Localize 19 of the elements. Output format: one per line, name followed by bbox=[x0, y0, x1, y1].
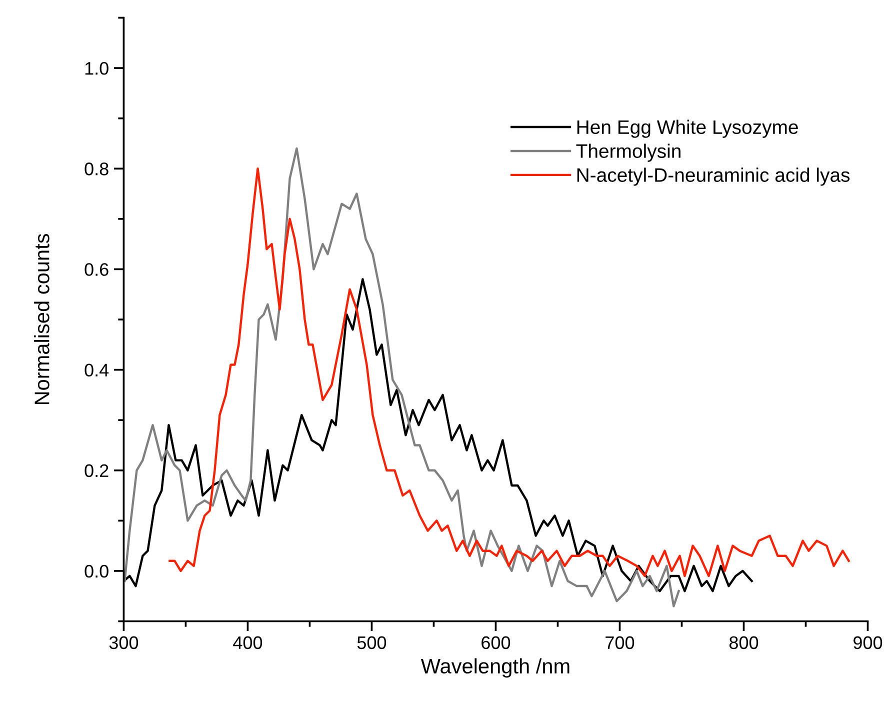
x-tick-label: 900 bbox=[854, 636, 882, 650]
y-tick-label: 1.0 bbox=[85, 62, 108, 75]
x-tick-label: 600 bbox=[482, 636, 510, 650]
y-tick-label: 0.6 bbox=[84, 263, 108, 276]
x-tick-label: 500 bbox=[357, 636, 386, 650]
x-tick-label: 300 bbox=[109, 636, 138, 650]
y-tick-label: 0.0 bbox=[84, 564, 108, 578]
legend-label: Thermolysin bbox=[576, 144, 680, 162]
y-tick-label: 0.2 bbox=[84, 464, 108, 478]
x-tick-label: 800 bbox=[729, 636, 758, 650]
y-tick-label: 0.4 bbox=[84, 364, 109, 377]
x-tick-label: 700 bbox=[606, 636, 634, 650]
legend-label: N-acetyl-D-neuraminic acid lyas bbox=[577, 168, 850, 186]
y-axis-title: Normalised counts bbox=[34, 234, 50, 404]
y-tick-label: 0.8 bbox=[84, 162, 108, 176]
line-series bbox=[168, 168, 850, 578]
legend-label: Hen Egg White Lysozyme bbox=[577, 120, 798, 138]
x-axis-title: Wavelength /nm bbox=[420, 658, 570, 678]
x-tick-label: 400 bbox=[233, 636, 262, 650]
